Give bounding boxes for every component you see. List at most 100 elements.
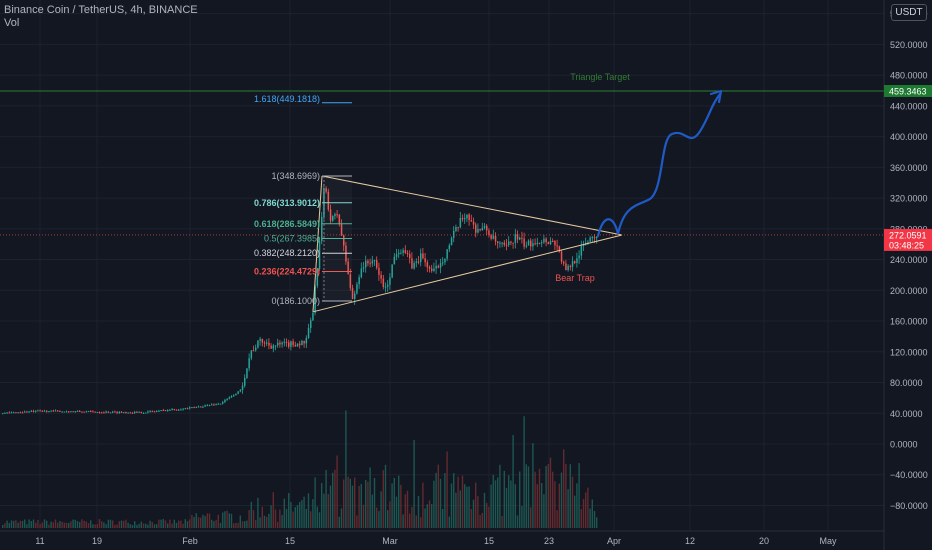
volume-bar [512, 435, 514, 528]
volume-bar [343, 479, 345, 528]
candle-body [134, 411, 136, 414]
volume-bar [365, 480, 367, 528]
candle-body [391, 264, 393, 278]
candle-body [193, 407, 195, 409]
candle-body [61, 411, 63, 413]
candle-body [92, 411, 94, 413]
volume-bar [525, 464, 527, 528]
volume-bar [246, 520, 248, 528]
volume-bar [409, 513, 411, 528]
candle-body [244, 377, 246, 386]
candle-body [376, 260, 378, 268]
price-tick-label: −40.0000 [890, 470, 928, 480]
candle-body [521, 237, 523, 239]
candle-body [52, 410, 55, 412]
candle-body [197, 406, 200, 408]
candle-body [142, 412, 145, 414]
volume-bar [184, 519, 186, 528]
candle-body [59, 410, 61, 412]
currency-button[interactable]: USDT [891, 4, 927, 21]
volume-bar [65, 522, 68, 528]
volume-bar [224, 511, 226, 528]
candle-body [180, 409, 182, 411]
candle-body [8, 412, 11, 414]
candle-body [202, 406, 204, 408]
price-axis[interactable]: 560.0000520.0000480.0000440.0000400.0000… [883, 0, 932, 550]
volume-bar [81, 519, 83, 528]
candle-body [358, 277, 360, 285]
candle-body [400, 252, 402, 254]
candle-body [534, 243, 536, 245]
volume-bar [444, 473, 446, 528]
price-axis-background [884, 0, 932, 550]
candle-body [131, 412, 134, 414]
candle-body [329, 209, 332, 221]
candle-body [65, 411, 68, 413]
projection-path [596, 92, 722, 238]
candle-body [378, 267, 380, 275]
volume-bar [136, 524, 138, 528]
candle-body [35, 410, 37, 412]
volume-bar [83, 520, 85, 528]
fib-extension-label: 1.618(449.1818) [254, 94, 320, 104]
time-axis[interactable]: 11 19 Feb 15 Mar 15 23 Apr 12 20 May [0, 530, 884, 546]
candle-body [523, 238, 525, 247]
candle-body [497, 241, 499, 243]
volume-bar [120, 520, 123, 528]
candle-body [494, 235, 497, 242]
candle-body [292, 341, 294, 345]
volume-bar [479, 515, 481, 528]
candle-body [281, 342, 283, 345]
volume-bar [459, 490, 461, 528]
volume-bar [448, 516, 450, 528]
volume-bar [411, 506, 413, 528]
volume-bar [499, 464, 501, 528]
candle-body [457, 227, 459, 229]
candle-body [567, 265, 569, 271]
volume-bar [4, 523, 6, 528]
candle-body [283, 341, 286, 343]
volume-bar [505, 487, 508, 528]
volume-bar [321, 483, 323, 528]
candle-body [406, 252, 409, 255]
candle-body [138, 411, 140, 413]
candle-body [479, 228, 481, 231]
volume-bar [24, 519, 26, 528]
candle-body [83, 411, 85, 413]
candle-body [72, 411, 74, 413]
volume-bar [2, 524, 4, 528]
volume-bar [312, 499, 314, 528]
candle-body [402, 250, 404, 253]
volume-bar [134, 521, 136, 528]
volume-bar [514, 484, 516, 528]
volume-bars [2, 410, 598, 528]
candle-body [461, 218, 464, 220]
fibonacci-retracement[interactable]: 1(348.6969) 0.786(313.9012) 0.618(286.5849… [254, 94, 352, 306]
candle-body [527, 240, 530, 246]
triangle-upper-line [321, 175, 623, 236]
candle-body [169, 409, 171, 411]
candle-body [109, 412, 112, 414]
candle-body [241, 385, 244, 390]
volume-indicator-label[interactable]: Vol [4, 17, 20, 29]
volume-bar [98, 519, 101, 528]
candle-body [554, 240, 556, 246]
symbol-title[interactable]: Binance Coin / TetherUS, 4h, BINANCE [4, 4, 198, 16]
volume-bar [560, 472, 563, 528]
volume-bar [107, 519, 109, 528]
price-tick-label: 160.0000 [890, 317, 928, 327]
candle-body [371, 260, 374, 264]
candle-body [41, 410, 44, 412]
candle-body [200, 406, 202, 408]
candle-body [184, 408, 187, 410]
candle-body [560, 251, 563, 262]
triangle-base-line [312, 175, 323, 312]
volume-bar [398, 475, 400, 528]
volume-bar [433, 480, 435, 528]
drawings[interactable]: Triangle Target Bear Trap [0, 72, 884, 313]
volume-bar [26, 524, 28, 528]
candle-body [571, 261, 574, 267]
volume-bar [237, 522, 239, 528]
time-tick-label: May [819, 536, 837, 546]
